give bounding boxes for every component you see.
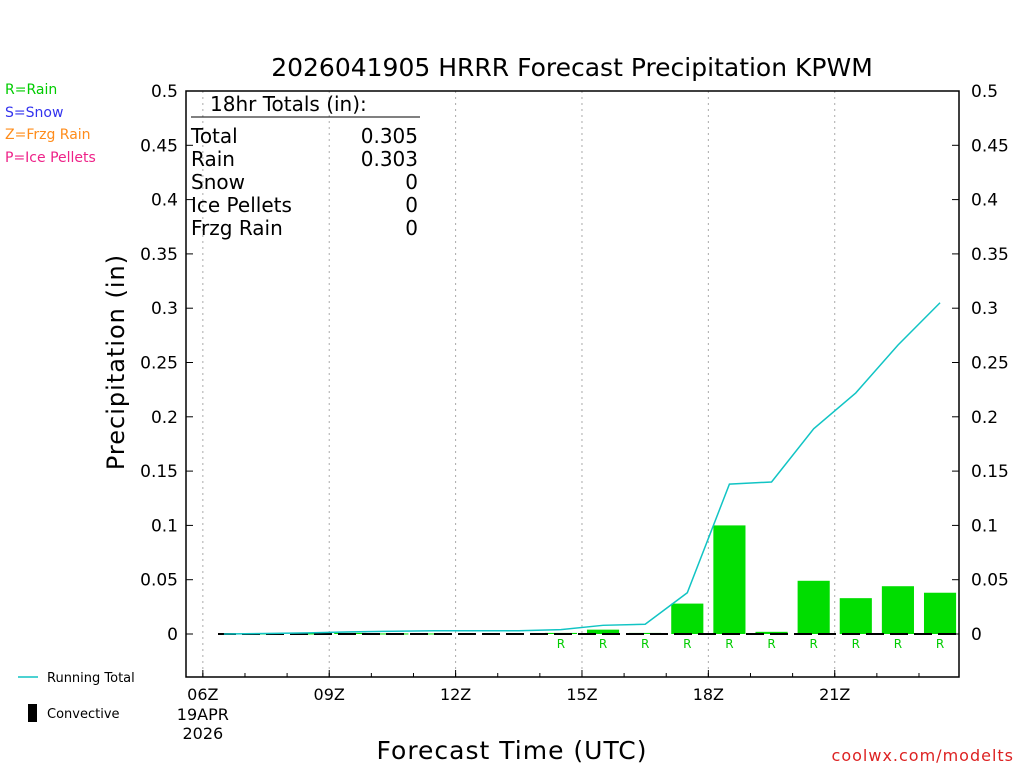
- y-tick-label-right: 0: [971, 625, 982, 645]
- precip-bar: [292, 633, 325, 635]
- precip-bar: [713, 525, 746, 634]
- precip-bar: [839, 598, 872, 634]
- y-tick-label-left: 0.3: [151, 299, 178, 319]
- y-tick-label-left: 0.5: [151, 82, 178, 102]
- totals-row-label: Ice Pellets: [191, 193, 292, 217]
- legend-convective-swatch: [28, 704, 37, 722]
- ptype-mark: R: [936, 637, 944, 651]
- totals-row-label: Rain: [191, 147, 235, 171]
- totals-row-label: Snow: [191, 170, 245, 194]
- y-tick-label-left: 0.35: [140, 245, 178, 265]
- y-tick-label-left: 0.15: [140, 462, 178, 482]
- x-tick-label: 15Z: [566, 685, 597, 704]
- running-total-line: [223, 302, 941, 635]
- totals-row-label: Total: [190, 124, 238, 148]
- ptype-legend-item: R=Rain: [5, 82, 58, 98]
- precip-bar: [923, 592, 957, 634]
- totals-header: 18hr Totals (in):: [210, 92, 367, 116]
- y-tick-label-left: 0.25: [140, 354, 178, 374]
- precip-bar: [797, 580, 830, 634]
- ptype-mark: R: [809, 637, 817, 651]
- y-tick-label-right: 0.5: [971, 82, 998, 102]
- precip-bar: [671, 603, 704, 634]
- x-tick-date: 2026: [182, 724, 223, 743]
- legend-convective-label: Convective: [47, 707, 120, 722]
- x-tick-label: 12Z: [440, 685, 471, 704]
- x-tick-label: 21Z: [819, 685, 850, 704]
- y-tick-label-left: 0.1: [151, 516, 178, 536]
- y-tick-label-left: 0.2: [151, 408, 178, 428]
- y-tick-label-right: 0.4: [971, 191, 998, 211]
- precip-bar: [629, 632, 662, 634]
- ptype-mark: R: [683, 637, 691, 651]
- y-tick-label-right: 0.05: [971, 571, 1009, 591]
- ptype-mark: R: [641, 637, 649, 651]
- y-tick-label-right: 0.35: [971, 245, 1009, 265]
- plot-frame: [185, 90, 960, 678]
- totals-row-value: 0.305: [361, 124, 418, 148]
- totals-row-label: Frzg Rain: [191, 216, 283, 240]
- x-tick-label: 09Z: [314, 685, 345, 704]
- y-tick-label-left: 0.05: [140, 571, 178, 591]
- ptype-mark: R: [725, 637, 733, 651]
- y-tick-label-right: 0.2: [971, 408, 998, 428]
- x-tick-label: 18Z: [693, 685, 724, 704]
- y-tick-label-right: 0.3: [971, 299, 998, 319]
- totals-row-value: 0: [405, 216, 418, 240]
- totals-row-value: 0: [405, 170, 418, 194]
- ptype-legend-item: Z=Frzg Rain: [5, 127, 91, 143]
- precip-bar: [881, 586, 914, 634]
- y-tick-label-left: 0: [167, 625, 178, 645]
- y-tick-label-right: 0.15: [971, 462, 1009, 482]
- y-axis-title: Precipitation (in): [102, 254, 130, 470]
- x-axis-title: Forecast Time (UTC): [377, 736, 648, 765]
- credit-text: coolwx.com/modelts: [832, 746, 1014, 765]
- ptype-mark: R: [557, 637, 565, 651]
- chart-title: 2026041905 HRRR Forecast Precipitation K…: [271, 53, 873, 82]
- precip-bar: [586, 629, 620, 634]
- ptype-mark: R: [767, 637, 775, 651]
- y-tick-label-right: 0.45: [971, 136, 1009, 156]
- ptype-legend-item: P=Ice Pellets: [5, 149, 96, 166]
- ptype-mark: R: [852, 637, 860, 651]
- ptype-mark: R: [894, 637, 902, 651]
- totals-row-value: 0: [405, 193, 418, 217]
- y-tick-label-left: 0.4: [151, 191, 178, 211]
- legend-running-total-label: Running Total: [47, 671, 135, 686]
- x-tick-date: 19APR: [177, 705, 229, 724]
- y-tick-label-right: 0.1: [971, 516, 998, 536]
- x-tick-label: 06Z: [187, 685, 218, 704]
- y-tick-label-left: 0.45: [140, 136, 178, 156]
- y-tick-label-right: 0.25: [971, 354, 1009, 374]
- ptype-mark: R: [599, 637, 607, 651]
- totals-row-value: 0.303: [361, 147, 418, 171]
- precip-bar: [755, 631, 788, 634]
- ptype-legend-item: S=Snow: [5, 104, 64, 121]
